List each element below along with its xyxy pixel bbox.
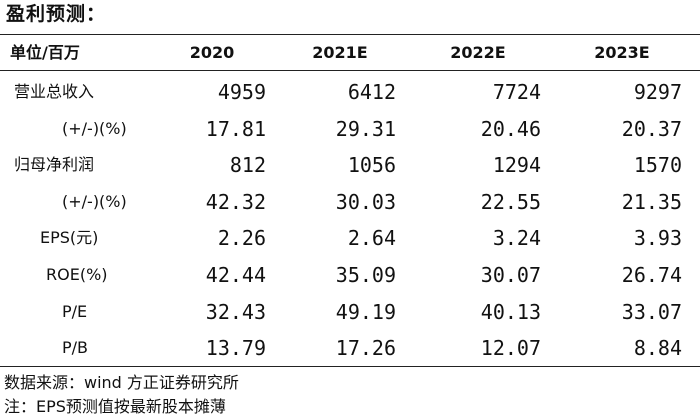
row-label: (+/-)(%) [62, 191, 127, 211]
cell: 29.31 [335, 116, 396, 141]
cell: 42.44 [205, 263, 266, 287]
cell: 12.07 [480, 336, 541, 361]
note: 数据来源：wind 方正证券研究所 [4, 373, 239, 392]
cell: 17.81 [205, 116, 266, 141]
cell: 1570 [633, 153, 682, 178]
cell: 33.07 [621, 299, 682, 324]
cell: 2.26 [217, 226, 266, 251]
cell: 22.55 [480, 189, 541, 214]
title: 盈利预测： [6, 3, 107, 25]
cell: 4959 [217, 80, 266, 104]
header-cell: 2022E [450, 43, 506, 62]
row-label: 营业总收入 [14, 82, 95, 101]
cell: 42.32 [205, 189, 266, 214]
cell: 2.64 [347, 226, 396, 251]
cell: 13.79 [205, 336, 266, 361]
cell: 3.93 [633, 226, 682, 251]
cell: 20.37 [621, 116, 682, 141]
cell: 6412 [347, 80, 396, 104]
header-cell: 单位/百万 [10, 43, 80, 62]
cell: 40.13 [480, 299, 541, 324]
cell: 35.09 [335, 263, 396, 287]
cell: 9297 [633, 80, 682, 104]
cell: 3.24 [492, 226, 541, 251]
cell: 1294 [492, 153, 541, 178]
row-label: (+/-)(%) [62, 118, 127, 138]
rule [0, 34, 700, 35]
cell: 49.19 [335, 299, 396, 324]
header-cell: 2020 [189, 43, 235, 62]
note: 注：EPS预测值按最新股本摊薄 [4, 397, 226, 416]
cell: 30.03 [335, 189, 396, 214]
row-label: P/B [62, 338, 89, 358]
rule [0, 366, 700, 367]
cell: 1056 [347, 153, 396, 178]
row-label: P/E [62, 301, 88, 321]
header-cell: 2023E [594, 43, 650, 62]
row-label: 归母净利润 [14, 155, 95, 175]
cell: 32.43 [205, 299, 266, 324]
rule [0, 70, 700, 71]
cell: 8.84 [633, 336, 682, 361]
cell: 20.46 [480, 116, 541, 141]
cell: 21.35 [621, 189, 682, 214]
cell: 30.07 [480, 263, 541, 287]
cell: 812 [229, 153, 266, 178]
cell: 17.26 [335, 336, 396, 361]
row-label: ROE(%) [46, 265, 108, 284]
cell: 7724 [492, 80, 541, 104]
cell: 26.74 [621, 263, 682, 287]
header-cell: 2021E [312, 43, 368, 62]
row-label: EPS(元) [40, 228, 99, 248]
